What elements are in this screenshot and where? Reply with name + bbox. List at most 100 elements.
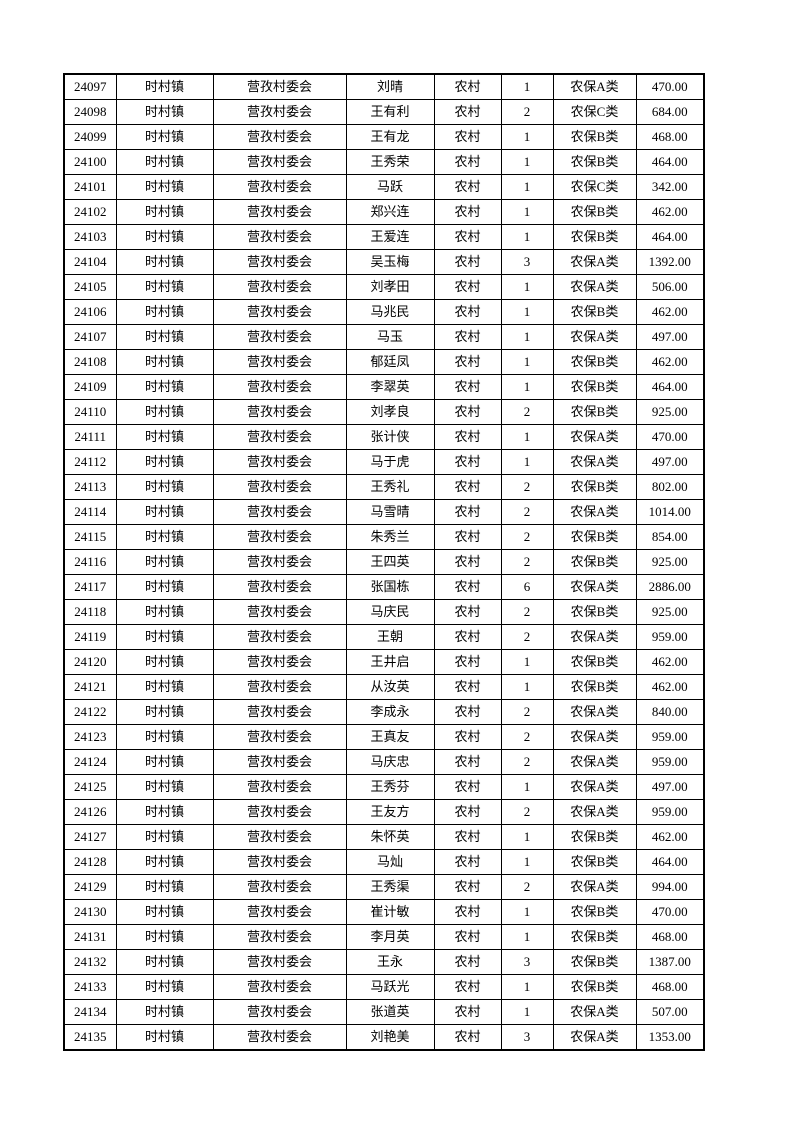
cell-residence-type: 农村 <box>433 949 502 975</box>
cell-town: 时村镇 <box>115 749 214 775</box>
cell-serial-number: 24105 <box>63 274 117 300</box>
table-row: 24110 时村镇 营孜村委会 刘孝良 农村 2 农保B类 925.00 <box>63 399 705 425</box>
cell-village-committee: 营孜村委会 <box>212 424 347 450</box>
cell-village-committee: 营孜村委会 <box>212 974 347 1000</box>
cell-insurance-category: 农保A类 <box>552 324 637 350</box>
cell-amount: 497.00 <box>635 449 705 475</box>
cell-town: 时村镇 <box>115 999 214 1025</box>
cell-amount: 959.00 <box>635 749 705 775</box>
cell-amount: 468.00 <box>635 924 705 950</box>
cell-amount: 854.00 <box>635 524 705 550</box>
cell-residence-type: 农村 <box>433 124 502 150</box>
cell-serial-number: 24114 <box>63 499 117 525</box>
cell-serial-number: 24135 <box>63 1024 117 1051</box>
cell-person-count: 1 <box>500 73 554 100</box>
cell-residence-type: 农村 <box>433 999 502 1025</box>
table-row: 24132 时村镇 营孜村委会 王永 农村 3 农保B类 1387.00 <box>63 949 705 975</box>
cell-residence-type: 农村 <box>433 449 502 475</box>
table-row: 24134 时村镇 营孜村委会 张道英 农村 1 农保A类 507.00 <box>63 999 705 1025</box>
cell-insurance-category: 农保A类 <box>552 774 637 800</box>
cell-town: 时村镇 <box>115 474 214 500</box>
cell-person-name: 郁廷凤 <box>345 349 435 375</box>
cell-person-name: 马灿 <box>345 849 435 875</box>
cell-person-name: 王友方 <box>345 799 435 825</box>
cell-serial-number: 24130 <box>63 899 117 925</box>
cell-person-count: 2 <box>500 624 554 650</box>
cell-amount: 959.00 <box>635 799 705 825</box>
cell-town: 时村镇 <box>115 574 214 600</box>
cell-town: 时村镇 <box>115 199 214 225</box>
cell-serial-number: 24102 <box>63 199 117 225</box>
table-row: 24108 时村镇 营孜村委会 郁廷凤 农村 1 农保B类 462.00 <box>63 349 705 375</box>
cell-person-name: 王秀芬 <box>345 774 435 800</box>
cell-insurance-category: 农保A类 <box>552 274 637 300</box>
cell-town: 时村镇 <box>115 73 214 100</box>
cell-serial-number: 24127 <box>63 824 117 850</box>
cell-insurance-category: 农保A类 <box>552 999 637 1025</box>
table-row: 24115 时村镇 营孜村委会 朱秀兰 农村 2 农保B类 854.00 <box>63 524 705 550</box>
cell-serial-number: 24124 <box>63 749 117 775</box>
cell-person-count: 1 <box>500 899 554 925</box>
cell-village-committee: 营孜村委会 <box>212 449 347 475</box>
cell-village-committee: 营孜村委会 <box>212 799 347 825</box>
table-row: 24116 时村镇 营孜村委会 王四英 农村 2 农保B类 925.00 <box>63 549 705 575</box>
cell-town: 时村镇 <box>115 374 214 400</box>
cell-village-committee: 营孜村委会 <box>212 874 347 900</box>
cell-amount: 464.00 <box>635 224 705 250</box>
cell-town: 时村镇 <box>115 699 214 725</box>
cell-amount: 925.00 <box>635 599 705 625</box>
cell-town: 时村镇 <box>115 224 214 250</box>
cell-insurance-category: 农保A类 <box>552 1024 637 1051</box>
table-row: 24103 时村镇 营孜村委会 王爱连 农村 1 农保B类 464.00 <box>63 224 705 250</box>
cell-residence-type: 农村 <box>433 199 502 225</box>
cell-person-name: 王有龙 <box>345 124 435 150</box>
cell-insurance-category: 农保A类 <box>552 624 637 650</box>
cell-residence-type: 农村 <box>433 399 502 425</box>
cell-person-name: 马庆民 <box>345 599 435 625</box>
cell-insurance-category: 农保B类 <box>552 974 637 1000</box>
cell-village-committee: 营孜村委会 <box>212 724 347 750</box>
cell-town: 时村镇 <box>115 449 214 475</box>
cell-person-name: 刘孝田 <box>345 274 435 300</box>
cell-town: 时村镇 <box>115 599 214 625</box>
table-row: 24124 时村镇 营孜村委会 马庆忠 农村 2 农保A类 959.00 <box>63 749 705 775</box>
cell-person-count: 6 <box>500 574 554 600</box>
cell-insurance-category: 农保B类 <box>552 374 637 400</box>
cell-serial-number: 24109 <box>63 374 117 400</box>
table-row: 24119 时村镇 营孜村委会 王朝 农村 2 农保A类 959.00 <box>63 624 705 650</box>
cell-person-count: 1 <box>500 924 554 950</box>
cell-town: 时村镇 <box>115 349 214 375</box>
cell-serial-number: 24103 <box>63 224 117 250</box>
cell-person-count: 1 <box>500 224 554 250</box>
cell-village-committee: 营孜村委会 <box>212 949 347 975</box>
cell-insurance-category: 农保B类 <box>552 674 637 700</box>
cell-person-name: 王秀荣 <box>345 149 435 175</box>
cell-serial-number: 24107 <box>63 324 117 350</box>
cell-serial-number: 24106 <box>63 299 117 325</box>
cell-person-name: 马于虎 <box>345 449 435 475</box>
cell-residence-type: 农村 <box>433 599 502 625</box>
cell-serial-number: 24098 <box>63 99 117 125</box>
cell-serial-number: 24123 <box>63 724 117 750</box>
cell-residence-type: 农村 <box>433 649 502 675</box>
cell-serial-number: 24108 <box>63 349 117 375</box>
cell-town: 时村镇 <box>115 499 214 525</box>
cell-person-name: 朱怀英 <box>345 824 435 850</box>
cell-amount: 342.00 <box>635 174 705 200</box>
cell-residence-type: 农村 <box>433 849 502 875</box>
cell-town: 时村镇 <box>115 1024 214 1051</box>
cell-insurance-category: 农保A类 <box>552 799 637 825</box>
cell-person-count: 1 <box>500 974 554 1000</box>
cell-serial-number: 24116 <box>63 549 117 575</box>
cell-amount: 462.00 <box>635 674 705 700</box>
cell-amount: 840.00 <box>635 699 705 725</box>
cell-insurance-category: 农保B类 <box>552 649 637 675</box>
cell-person-name: 王真友 <box>345 724 435 750</box>
cell-residence-type: 农村 <box>433 824 502 850</box>
table-row: 24111 时村镇 营孜村委会 张计侠 农村 1 农保A类 470.00 <box>63 424 705 450</box>
cell-serial-number: 24133 <box>63 974 117 1000</box>
table-row: 24106 时村镇 营孜村委会 马兆民 农村 1 农保B类 462.00 <box>63 299 705 325</box>
cell-residence-type: 农村 <box>433 1024 502 1051</box>
cell-town: 时村镇 <box>115 874 214 900</box>
